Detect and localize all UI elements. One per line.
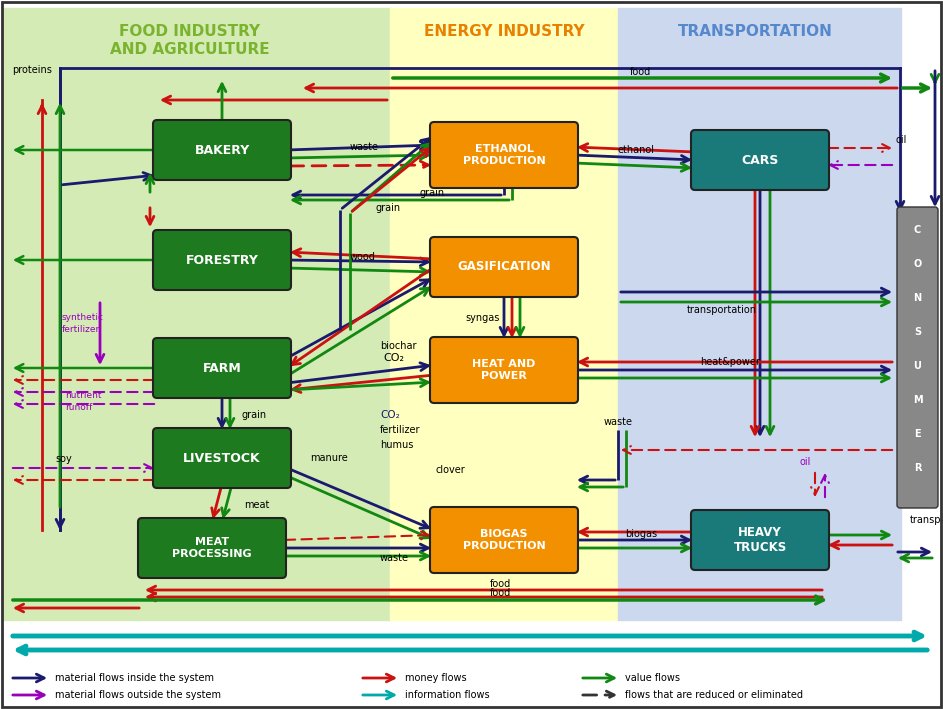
Text: syngas: syngas: [465, 313, 500, 323]
Text: oil: oil: [895, 135, 906, 145]
Text: money flows: money flows: [405, 673, 467, 683]
Text: meat: meat: [244, 500, 270, 510]
Text: flows that are reduced or eliminated: flows that are reduced or eliminated: [625, 690, 803, 700]
Text: grain: grain: [420, 188, 445, 198]
Text: material flows outside the system: material flows outside the system: [55, 690, 221, 700]
Text: HEAVY
TRUCKS: HEAVY TRUCKS: [734, 526, 786, 554]
Bar: [618, 8, 901, 620]
FancyBboxPatch shape: [153, 120, 291, 180]
Text: BIOGAS
PRODUCTION: BIOGAS PRODUCTION: [463, 529, 545, 551]
Text: grain: grain: [375, 203, 400, 213]
Text: grain: grain: [242, 410, 267, 420]
FancyBboxPatch shape: [138, 518, 286, 578]
FancyBboxPatch shape: [897, 207, 938, 508]
Text: soy: soy: [55, 454, 72, 464]
Text: E: E: [914, 429, 920, 439]
Text: R: R: [914, 463, 921, 473]
Bar: [3, 8, 390, 620]
Text: proteins: proteins: [12, 65, 52, 75]
Text: manure: manure: [310, 453, 348, 463]
Text: clover: clover: [435, 465, 465, 475]
Text: GASIFICATION: GASIFICATION: [457, 260, 551, 274]
Text: value flows: value flows: [625, 673, 680, 683]
FancyBboxPatch shape: [430, 507, 578, 573]
Text: LIVESTOCK: LIVESTOCK: [183, 452, 261, 464]
Text: fertilizer: fertilizer: [380, 425, 421, 435]
Text: CO₂: CO₂: [383, 353, 404, 363]
Text: CARS: CARS: [741, 154, 779, 167]
Text: M: M: [913, 395, 922, 405]
FancyBboxPatch shape: [430, 237, 578, 297]
Bar: [390, 8, 618, 620]
Text: ENERGY INDUSTRY: ENERGY INDUSTRY: [423, 25, 585, 40]
Text: S: S: [914, 327, 921, 337]
Text: BAKERY: BAKERY: [194, 143, 250, 157]
Text: waste: waste: [380, 553, 409, 563]
Text: transportation: transportation: [687, 305, 757, 315]
Text: wood: wood: [350, 252, 376, 262]
Text: ethanol: ethanol: [617, 145, 654, 155]
FancyBboxPatch shape: [430, 122, 578, 188]
FancyBboxPatch shape: [691, 510, 829, 570]
FancyBboxPatch shape: [153, 230, 291, 290]
Text: material flows inside the system: material flows inside the system: [55, 673, 214, 683]
Text: O: O: [914, 259, 921, 269]
FancyBboxPatch shape: [691, 130, 829, 190]
FancyBboxPatch shape: [153, 338, 291, 398]
Text: waste: waste: [350, 142, 379, 152]
Text: TRANSPORTATION: TRANSPORTATION: [678, 25, 833, 40]
Text: MEAT
PROCESSING: MEAT PROCESSING: [173, 537, 252, 559]
FancyBboxPatch shape: [153, 428, 291, 488]
Text: fertilizer: fertilizer: [62, 325, 100, 335]
Text: transp-n: transp-n: [910, 515, 943, 525]
Text: heat&power: heat&power: [700, 357, 760, 367]
Text: U: U: [914, 361, 921, 371]
Text: oil: oil: [800, 457, 811, 467]
Text: FOOD INDUSTRY: FOOD INDUSTRY: [120, 25, 260, 40]
Text: information flows: information flows: [405, 690, 489, 700]
Text: C: C: [914, 225, 921, 235]
Text: N: N: [914, 293, 921, 303]
Text: biochar: biochar: [380, 341, 417, 351]
Text: food: food: [489, 588, 510, 598]
Text: food: food: [629, 67, 651, 77]
Text: runoff: runoff: [65, 403, 92, 411]
Text: humus: humus: [380, 440, 413, 450]
Text: ETHANOL
PRODUCTION: ETHANOL PRODUCTION: [463, 144, 545, 166]
Text: HEAT AND
POWER: HEAT AND POWER: [472, 359, 536, 381]
Text: FARM: FARM: [203, 362, 241, 374]
Text: FORESTRY: FORESTRY: [186, 254, 258, 267]
Text: biogas: biogas: [625, 529, 657, 539]
Text: nutrient: nutrient: [65, 391, 102, 399]
Text: waste: waste: [604, 417, 633, 427]
Text: AND AGRICULTURE: AND AGRICULTURE: [110, 43, 270, 57]
FancyBboxPatch shape: [430, 337, 578, 403]
Text: food: food: [489, 579, 510, 589]
Text: synthetic: synthetic: [62, 313, 104, 323]
Text: CO₂: CO₂: [380, 410, 400, 420]
